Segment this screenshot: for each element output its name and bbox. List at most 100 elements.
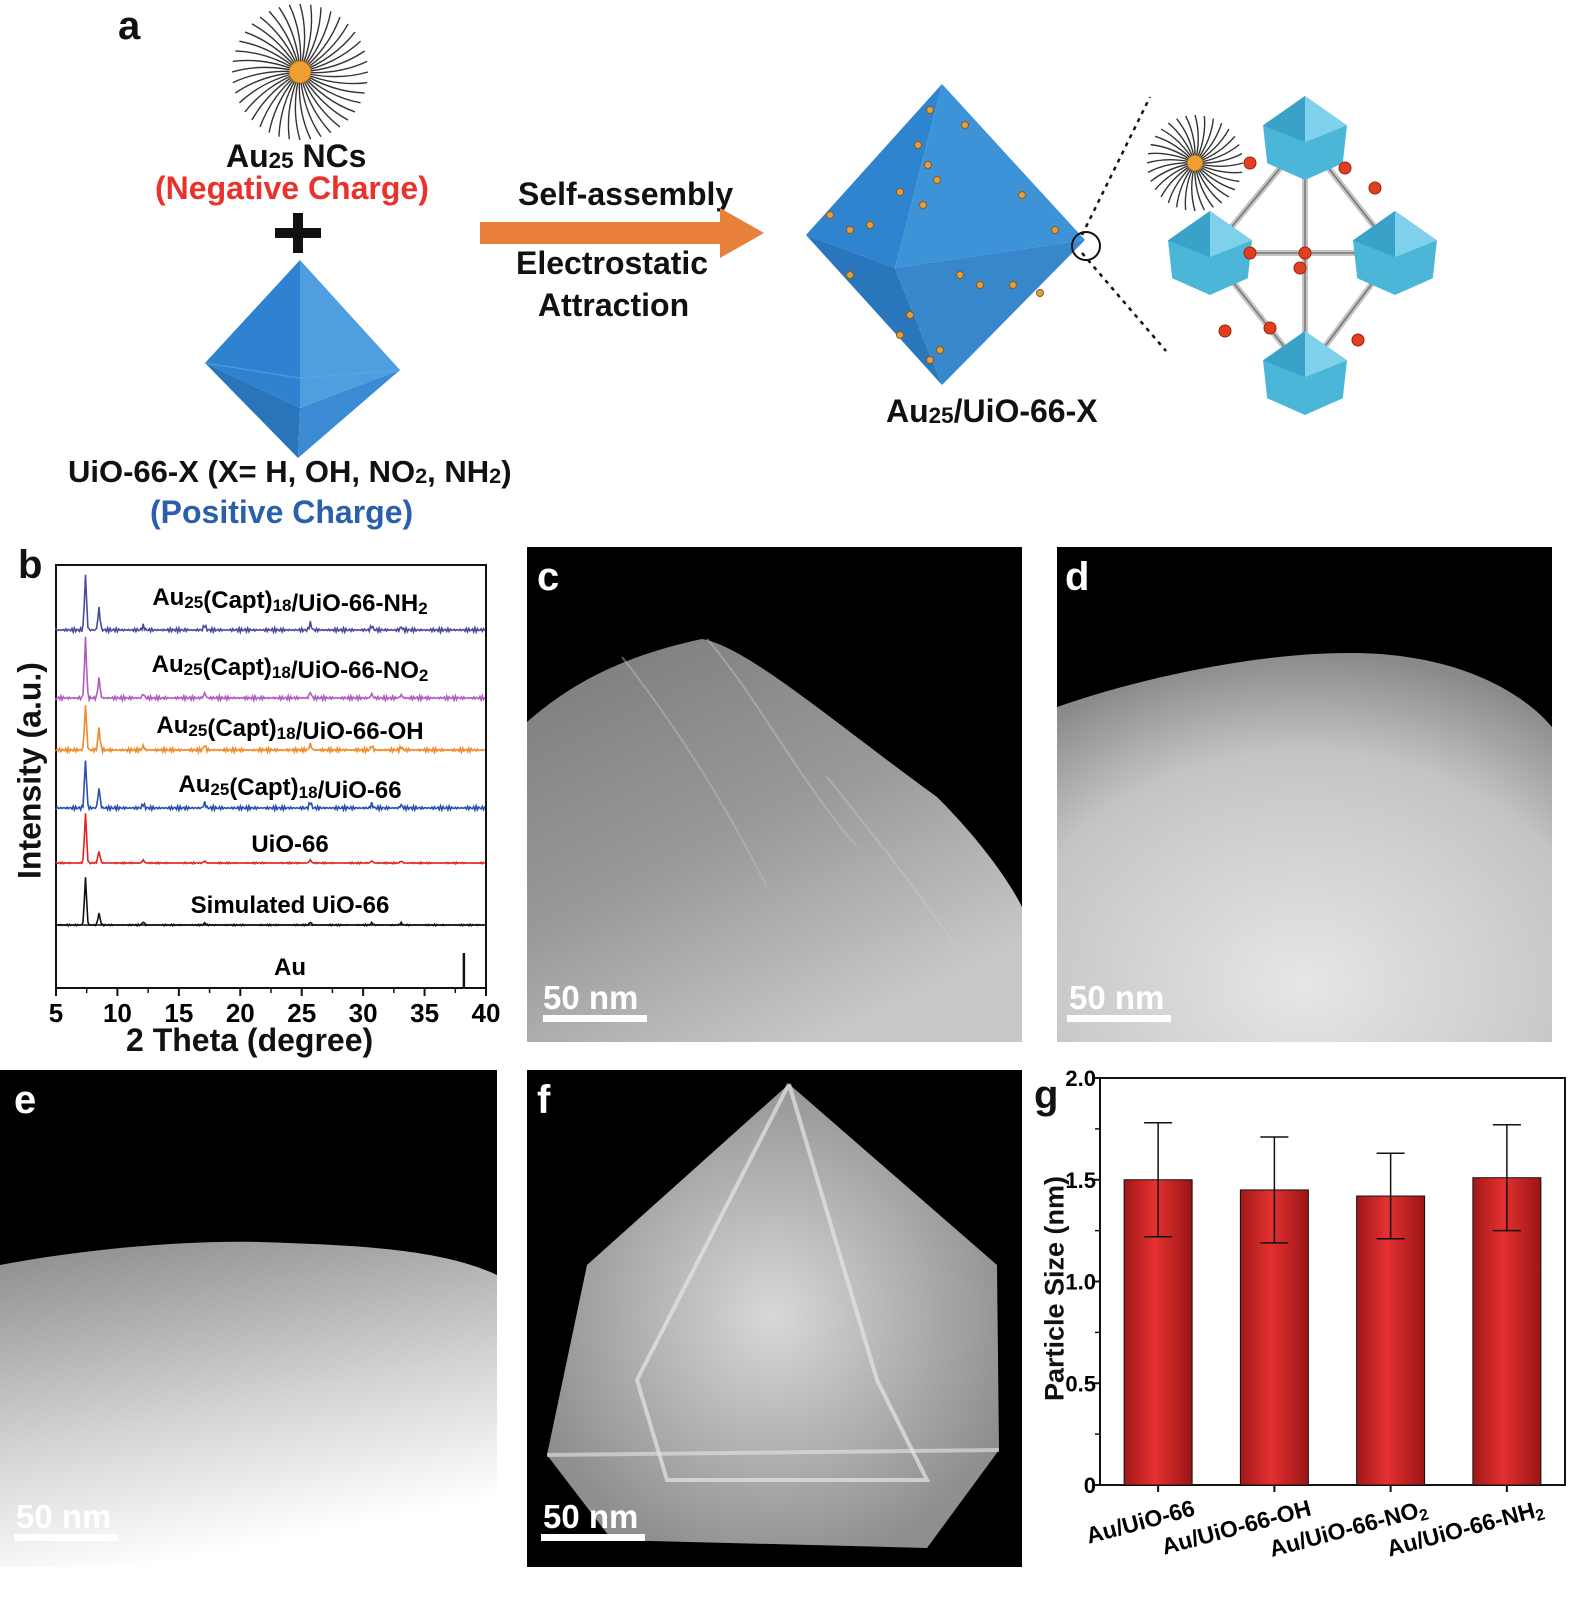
bar-y-tick-label: 0 [1084, 1473, 1096, 1498]
bar-y-tick-label: 0.5 [1065, 1371, 1096, 1396]
panel-e-tem-image: e 50 nm [0, 1070, 497, 1567]
xrd-series-line [55, 813, 486, 866]
uio-66-x-label: UiO-66-X (X= H, OH, NO2, NH2) [68, 454, 512, 489]
zr-cluster-polyhedron [1168, 211, 1252, 295]
negative-charge-label: (Negative Charge) [155, 170, 429, 206]
zr-cluster-polyhedron [1353, 211, 1437, 295]
panel-e-scale-bar [14, 1534, 118, 1541]
au25-nanocluster-dot [1018, 191, 1026, 199]
xrd-series-label: UiO-66 [251, 831, 328, 858]
uio-66-octahedron-icon [204, 260, 401, 458]
tem-d-specimen [1057, 653, 1552, 1042]
functional-group-x-marker [1243, 246, 1257, 260]
au25-nanocluster-dot [846, 226, 854, 234]
xrd-series-line [55, 636, 486, 704]
positive-charge-label: (Positive Charge) [150, 494, 414, 530]
functional-group-x-marker [1218, 324, 1232, 338]
functional-group-x-marker [1298, 246, 1312, 260]
xrd-series-label: Au25(Capt)18/UiO-66-NH2 [152, 584, 427, 618]
panel-d-scale-bar [1067, 1015, 1171, 1022]
panel-c-scale-bar [543, 1015, 647, 1022]
xrd-series-line [55, 760, 486, 814]
zr-cluster-polyhedron [1263, 331, 1347, 415]
particle-size-bar [1356, 1195, 1426, 1486]
xrd-series-line [55, 574, 486, 635]
au25-nanocluster-dot [1036, 289, 1044, 297]
zoom-dotted-lines [1080, 96, 1167, 352]
panel-d-tem-image: d 50 nm [1057, 547, 1552, 1042]
panel-e-scale-text: 50 nm [16, 1498, 112, 1535]
xrd-series-label: Simulated UiO-66 [191, 892, 390, 919]
au25-nanocluster-dot [1009, 281, 1017, 289]
au25-uio-66-x-octahedron-icon [806, 84, 1085, 385]
tem-c-specimen [527, 638, 1022, 1042]
xrd-series-label: Au25(Capt)18/UiO-66-OH [156, 712, 423, 745]
attached-au25-cluster [1146, 114, 1244, 212]
attraction-label: Attraction [538, 287, 690, 323]
xrd-x-tick-label: 10 [103, 998, 132, 1025]
xrd-x-tick-label: 40 [472, 998, 501, 1025]
au25-nanocluster-dot [826, 211, 834, 219]
functional-group-x-marker [1351, 333, 1365, 347]
au25-nanocluster-dot [936, 346, 944, 354]
mof-framework-structure-icon [1146, 96, 1437, 415]
au25-nanocluster-dot [926, 356, 934, 364]
functional-group-x-marker [1243, 156, 1257, 170]
au25-nanocluster-dot [956, 271, 964, 279]
panel-f-scale-text: 50 nm [543, 1498, 639, 1535]
tem-f-specimen [546, 1083, 1000, 1548]
xrd-series-label: Au [274, 954, 306, 981]
particle-size-bar-chart: 00.51.01.52.0Au/UiO-66Au/UiO-66-OHAu/UiO… [1065, 1066, 1566, 1562]
panel-b-label: b [18, 543, 43, 587]
panel-f-scale-bar [541, 1534, 645, 1541]
au25-nanocluster-dot [906, 311, 914, 319]
au25-uio-66-x-label: Au25/UiO-66-X [886, 393, 1098, 429]
panel-f-tem-image: f 50 nm [527, 1070, 1022, 1567]
panel-c-scale-text: 50 nm [543, 979, 639, 1016]
functional-group-x-marker [1263, 321, 1277, 335]
xrd-x-tick-label: 30 [349, 998, 378, 1025]
panel-d-label: d [1065, 555, 1090, 599]
panel-a-label: a [118, 4, 141, 48]
panel-c-label: c [537, 555, 560, 599]
au25-nanocluster-dot [846, 271, 854, 279]
xrd-chart: 5 10 15 20 25 30 35 40 Au25(Capt)18/UiO-66-NH2 Au… [49, 564, 501, 1025]
au25-nanocluster-dot [933, 176, 941, 184]
functional-group-x-marker [1293, 261, 1307, 275]
panel-f-label: f [537, 1078, 551, 1122]
au25-nanocluster-dot [896, 331, 904, 339]
zoom-circle-icon [1071, 231, 1101, 261]
au25-nanocluster-dot [926, 106, 934, 114]
functional-group-x-marker [1338, 161, 1352, 175]
au25-nanocluster-dot [914, 141, 922, 149]
tem-e-specimen [0, 1241, 497, 1567]
au25-nanocluster-dot [1051, 226, 1059, 234]
xrd-x-tick-label: 25 [287, 998, 316, 1025]
au25-cluster-icon [231, 3, 369, 141]
panel-d-scale-text: 50 nm [1069, 979, 1165, 1016]
functional-group-x-marker [1368, 181, 1382, 195]
au25-nanocluster-dot [924, 161, 932, 169]
bar-y-tick-label: 1.5 [1065, 1168, 1096, 1193]
xrd-x-tick-label: 35 [410, 998, 439, 1025]
bar-y-tick-label: 1.0 [1065, 1270, 1096, 1295]
self-assembly-label: Self-assembly [518, 176, 734, 212]
xrd-x-tick-label: 5 [49, 998, 63, 1025]
zr-cluster-polyhedron [1263, 96, 1347, 180]
au25-nc-label: Au25 NCs [226, 138, 367, 174]
panel-e-label: e [14, 1078, 37, 1122]
au25-nanocluster-dot [919, 201, 927, 209]
plus-icon [275, 213, 321, 253]
xrd-x-tick-label: 20 [226, 998, 255, 1025]
panel-c-tem-image: c 50 nm [527, 547, 1022, 1042]
self-assembly-arrow-icon [480, 208, 764, 258]
au25-nanocluster-dot [896, 188, 904, 196]
xrd-x-axis-label: 2 Theta (degree) [126, 1022, 374, 1058]
electrostatic-label: Electrostatic [516, 245, 709, 281]
au25-nanocluster-dot [976, 281, 984, 289]
xrd-series-label: Au25(Capt)18/UiO-66-NO2 [152, 651, 429, 685]
au25-nanocluster-dot [961, 121, 969, 129]
xrd-series-line [55, 705, 485, 756]
bar-y-tick-label: 2.0 [1065, 1066, 1096, 1091]
xrd-series-label: Au25(Capt)18/UiO-66 [178, 771, 401, 804]
